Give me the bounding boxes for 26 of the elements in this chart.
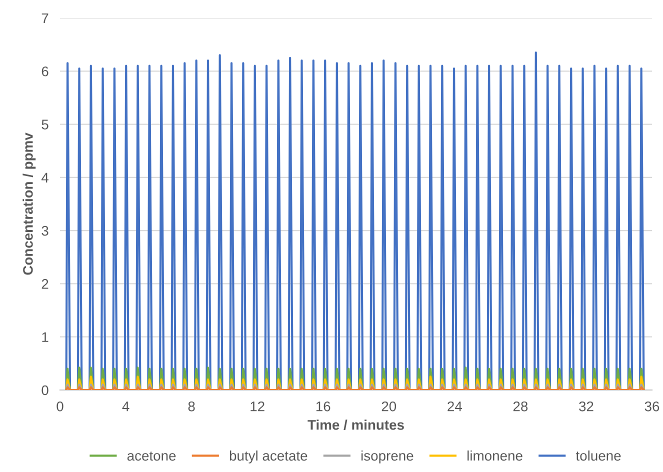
x-tick-label: 0 bbox=[56, 401, 64, 412]
legend-label: acetone bbox=[127, 452, 176, 461]
x-tick-label: 24 bbox=[448, 401, 462, 412]
y-tick-label: 7 bbox=[42, 13, 48, 24]
x-tick-label: 20 bbox=[382, 401, 396, 412]
x-tick-label: 4 bbox=[122, 402, 130, 412]
y-tick-label: 6 bbox=[42, 66, 48, 76]
legend-label: limonene bbox=[468, 450, 522, 461]
legend-label: isoprene bbox=[361, 450, 414, 464]
y-tick-label: 3 bbox=[42, 226, 48, 236]
y-tick-label: 1 bbox=[42, 332, 48, 342]
x-axis-title: Time / minutes bbox=[308, 420, 404, 430]
y-tick-label: 2 bbox=[42, 279, 48, 289]
y-tick-label: 4 bbox=[41, 172, 48, 182]
x-tick-label: 32 bbox=[579, 401, 594, 412]
legend-label: butyl acetate bbox=[230, 450, 308, 464]
legend-label: toluene bbox=[576, 450, 621, 461]
x-tick-label: 12 bbox=[250, 401, 264, 412]
x-tick-label: 8 bbox=[188, 401, 195, 412]
y-tick-label: 0 bbox=[42, 385, 48, 396]
y-tick-label: 5 bbox=[42, 120, 48, 130]
x-tick-label: 36 bbox=[644, 401, 660, 412]
y-axis-title: Concentration / ppmv bbox=[22, 132, 36, 275]
line-series bbox=[65, 52, 645, 390]
x-tick-label: 28 bbox=[513, 401, 528, 412]
x-tick-label: 16 bbox=[316, 401, 330, 412]
